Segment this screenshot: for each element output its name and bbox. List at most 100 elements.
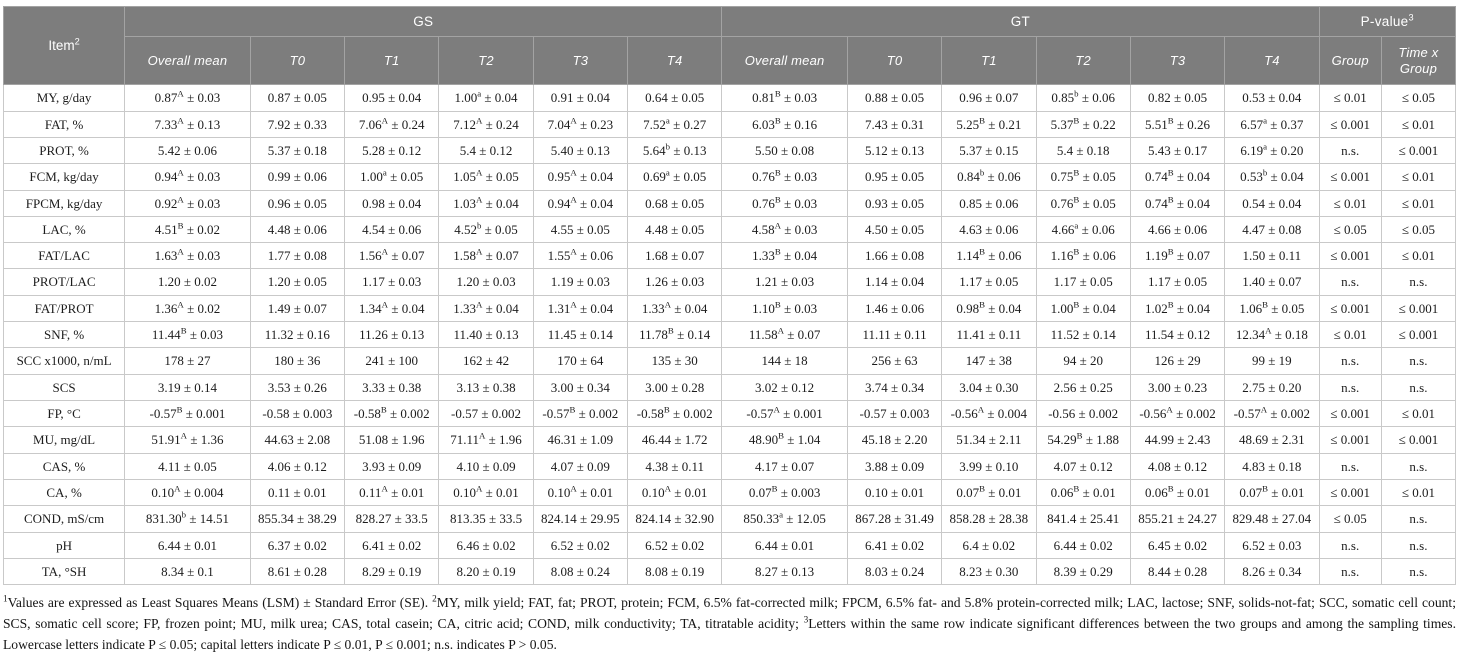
- significance-letter: A: [177, 299, 184, 310]
- value-cell: 4.48 ± 0.05: [627, 215, 723, 244]
- significance-letter: A: [664, 483, 672, 494]
- value-cell: 4.52b ± 0.05: [438, 215, 534, 244]
- significance-letter: B: [380, 404, 387, 415]
- significance-letter: B: [771, 483, 778, 494]
- table-row: SCC x1000, n/mL 178 ± 27 180 ± 36 241 ± 100…: [2, 347, 1457, 375]
- value-cell: 1.03A ± 0.04: [438, 189, 534, 217]
- significance-letter: B: [774, 246, 781, 257]
- significance-letter: B: [774, 88, 781, 99]
- significance-letter: B: [774, 167, 781, 178]
- value-cell: 8.20 ± 0.19: [438, 558, 534, 586]
- item-cell: MU, mg/dL: [2, 426, 126, 454]
- table-row: TA, °SH 8.34 ± 0.1 8.61 ± 0.28 8.29 ± 0.19 8…: [2, 558, 1457, 586]
- value-cell: 1.34A ± 0.04: [344, 294, 440, 323]
- value-cell: 0.07B ± 0.01: [941, 479, 1037, 507]
- pvalue-cell: ≤ 0.01: [1380, 163, 1457, 191]
- significance-letter: B: [1073, 246, 1080, 257]
- value-cell: 6.57a ± 0.37: [1224, 110, 1320, 138]
- significance-letter: a: [665, 167, 670, 178]
- value-cell: 5.12 ± 0.13: [846, 136, 943, 165]
- value-cell: 11.41 ± 0.11: [941, 321, 1037, 349]
- significance-letter: A: [1260, 404, 1268, 415]
- table-row: FAT, % 7.33A ± 0.13 7.92 ± 0.33 7.06A ± 0.2…: [2, 110, 1457, 138]
- value-cell: 4.07 ± 0.12: [1035, 452, 1131, 481]
- significance-letter: A: [1265, 325, 1272, 336]
- table-row: SNF, % 11.44B ± 0.03 11.32 ± 0.16 11.26 ± 0…: [2, 321, 1457, 349]
- value-cell: 7.43 ± 0.31: [846, 110, 943, 138]
- value-cell: 1.40 ± 0.07: [1224, 268, 1320, 296]
- item-cell: MY, g/day: [2, 84, 126, 112]
- significance-letter: A: [476, 167, 483, 178]
- value-cell: 0.87A ± 0.03: [124, 84, 251, 112]
- table-row: COND, mS/cm 831.30b ± 14.51 855.34 ± 38.29…: [2, 505, 1457, 533]
- value-cell: 0.93 ± 0.05: [846, 189, 943, 217]
- value-cell: 0.76B ± 0.03: [721, 163, 848, 191]
- value-cell: 8.03 ± 0.24: [846, 558, 943, 586]
- pvalue-cell: ≤ 0.01: [1318, 84, 1382, 112]
- value-cell: 867.28 ± 31.49: [846, 505, 943, 533]
- table-row: pH 6.44 ± 0.01 6.37 ± 0.02 6.41 ± 0.02 6.46 …: [2, 531, 1457, 560]
- subcol-gs-t3: T3: [532, 35, 629, 86]
- pvalue-cell: ≤ 0.001: [1318, 426, 1382, 454]
- value-cell: 0.75B ± 0.05: [1035, 163, 1131, 191]
- value-cell: 0.87 ± 0.05: [249, 84, 346, 112]
- pvalue-cell: ≤ 0.01: [1380, 110, 1457, 138]
- significance-letter: B: [1167, 115, 1174, 126]
- value-cell: 3.93 ± 0.09: [344, 452, 440, 481]
- pvalue-group-header: P-value3: [1318, 6, 1457, 37]
- value-cell: 1.00B ± 0.04: [1035, 294, 1131, 323]
- value-cell: 1.14 ± 0.04: [846, 268, 943, 296]
- table-row: FP, °C -0.57B ± 0.001 -0.58 ± 0.003 -0.58B …: [2, 400, 1457, 428]
- value-cell: -0.57B ± 0.002: [532, 400, 629, 428]
- value-cell: 0.85b ± 0.06: [1035, 84, 1131, 112]
- value-cell: 5.4 ± 0.18: [1035, 136, 1131, 165]
- subcol-pvalue-group: Group: [1318, 35, 1382, 86]
- value-cell: 4.10 ± 0.09: [438, 452, 534, 481]
- significance-letter: A: [570, 194, 577, 205]
- value-cell: 0.98 ± 0.04: [344, 189, 440, 217]
- value-cell: 178 ± 27: [124, 347, 251, 375]
- value-cell: 4.38 ± 0.11: [627, 452, 723, 481]
- significance-letter: A: [476, 246, 483, 257]
- value-cell: 99 ± 19: [1224, 347, 1320, 375]
- value-cell: 6.41 ± 0.02: [846, 531, 943, 560]
- value-cell: 7.33A ± 0.13: [124, 110, 251, 138]
- value-cell: 144 ± 18: [721, 347, 848, 375]
- value-cell: 8.39 ± 0.29: [1035, 558, 1131, 586]
- item-cell: FAT/PROT: [2, 294, 126, 323]
- subcol-gs-t4: T4: [627, 35, 723, 86]
- value-cell: 6.52 ± 0.02: [532, 531, 629, 560]
- significance-letter: b: [1262, 167, 1268, 178]
- pvalue-cell: ≤ 0.001: [1380, 136, 1457, 165]
- value-cell: 1.17 ± 0.05: [1129, 268, 1226, 296]
- value-cell: 6.03B ± 0.16: [721, 110, 848, 138]
- significance-letter: B: [979, 115, 985, 126]
- value-cell: 1.20 ± 0.02: [124, 268, 251, 296]
- value-cell: 0.95A ± 0.04: [532, 163, 629, 191]
- item-superscript: 2: [74, 36, 80, 47]
- value-cell: 6.52 ± 0.03: [1224, 531, 1320, 560]
- significance-letter: A: [177, 88, 184, 99]
- subcol-gs-overall-mean: Overall mean: [124, 35, 251, 86]
- significance-letter: a: [1263, 141, 1267, 152]
- pvalue-cell: n.s.: [1380, 558, 1457, 586]
- results-table: Item2 GS GT P-value3 Overall mean T0 T1 T2 T…: [2, 5, 1457, 586]
- significance-letter: b: [181, 510, 187, 521]
- subcolumn-header-row: Overall mean T0 T1 T2 T3 T4 Overall mean T0 T1 T2…: [4, 35, 1457, 86]
- value-cell: -0.58B ± 0.002: [627, 400, 723, 428]
- table-header: Item2 GS GT P-value3 Overall mean T0 T1 T2 T…: [2, 5, 1457, 86]
- significance-letter: A: [570, 246, 577, 257]
- significance-letter: A: [664, 299, 672, 310]
- value-cell: 4.58A ± 0.03: [721, 215, 848, 244]
- subcol-gt-t2: T2: [1035, 35, 1131, 86]
- value-cell: 51.91A ± 1.36: [124, 426, 251, 454]
- value-cell: 1.33A ± 0.04: [438, 294, 534, 323]
- pvalue-cell: n.s.: [1318, 136, 1382, 165]
- subcol-gs-t0: T0: [249, 35, 346, 86]
- value-cell: 1.50 ± 0.11: [1224, 242, 1320, 270]
- value-cell: 5.43 ± 0.17: [1129, 136, 1226, 165]
- table-row: FCM, kg/day 0.94A ± 0.03 0.99 ± 0.06 1.00a …: [2, 163, 1457, 191]
- value-cell: 7.04A ± 0.23: [532, 110, 629, 138]
- item-cell: CA, %: [2, 479, 126, 507]
